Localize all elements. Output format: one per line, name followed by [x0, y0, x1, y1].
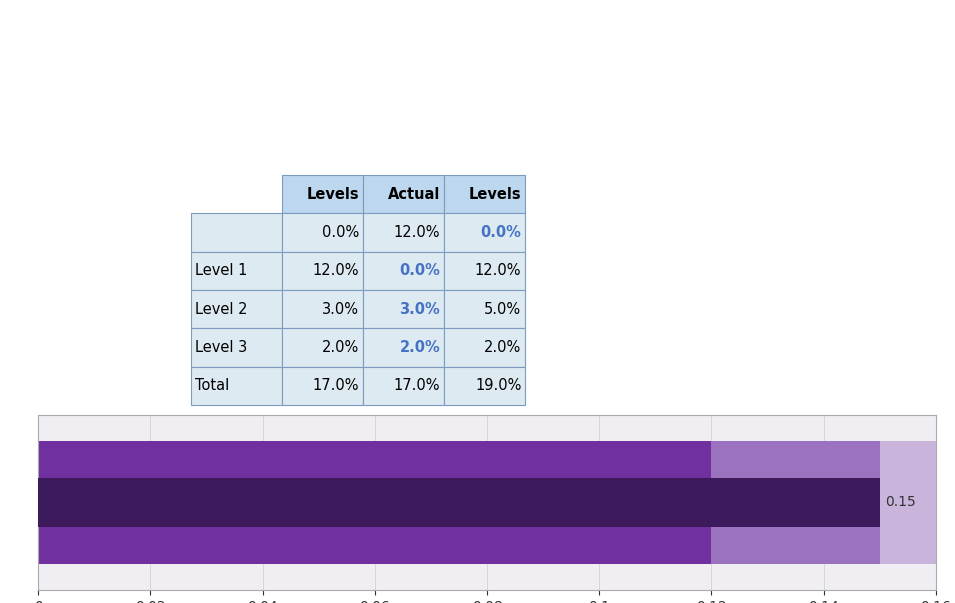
Text: 3.0%: 3.0% [399, 302, 440, 317]
Text: Actual: Actual [388, 187, 440, 201]
Bar [444, 213, 525, 251]
Bar [38, 478, 880, 527]
Bar [282, 175, 363, 213]
Bar [191, 251, 282, 290]
Bar [444, 251, 525, 290]
Bar [444, 175, 525, 213]
Text: 17.0%: 17.0% [312, 378, 359, 393]
Bar [282, 251, 363, 290]
Bar [191, 328, 282, 367]
Text: Levels: Levels [307, 187, 359, 201]
Text: Level 3: Level 3 [195, 340, 247, 355]
Bar [444, 290, 525, 328]
Text: Level 2: Level 2 [195, 302, 247, 317]
Text: Level 1: Level 1 [195, 264, 247, 279]
Bar [363, 290, 444, 328]
Text: Total: Total [195, 378, 229, 393]
Text: Levels: Levels [469, 187, 521, 201]
Text: 3.0%: 3.0% [322, 302, 359, 317]
Text: Bullet Chart Template: Bullet Chart Template [341, 142, 614, 162]
Bar [363, 251, 444, 290]
Bar [444, 328, 525, 367]
Bar [363, 328, 444, 367]
Bar [191, 290, 282, 328]
Text: 0.0%: 0.0% [399, 264, 440, 279]
Text: 2.0%: 2.0% [322, 340, 359, 355]
Bar [282, 328, 363, 367]
Text: Bullet Chart Excel Template: Bullet Chart Excel Template [31, 34, 483, 62]
Bar [38, 441, 711, 564]
Text: 0.0%: 0.0% [480, 225, 521, 240]
Text: buffet: buffet [836, 57, 893, 75]
Text: 0.0%: 0.0% [322, 225, 359, 240]
Bar [282, 367, 363, 405]
Text: 12.0%: 12.0% [475, 264, 521, 279]
Text: 12.0%: 12.0% [393, 225, 440, 240]
Text: 2.0%: 2.0% [399, 340, 440, 355]
Text: template: template [836, 27, 921, 45]
Text: 5.0%: 5.0% [484, 302, 521, 317]
Bar [363, 367, 444, 405]
Bar [191, 367, 282, 405]
Text: 0.15: 0.15 [885, 496, 916, 510]
Text: 17.0%: 17.0% [393, 378, 440, 393]
Bar [363, 175, 444, 213]
Bar [444, 367, 525, 405]
Text: 2.0%: 2.0% [484, 340, 521, 355]
Bar [282, 290, 363, 328]
Bar [191, 213, 282, 251]
Text: 19.0%: 19.0% [475, 378, 521, 393]
Bar [880, 441, 955, 564]
Bar [711, 441, 880, 564]
Bar [363, 213, 444, 251]
Text: 12.0%: 12.0% [312, 264, 359, 279]
Bar [282, 213, 363, 251]
